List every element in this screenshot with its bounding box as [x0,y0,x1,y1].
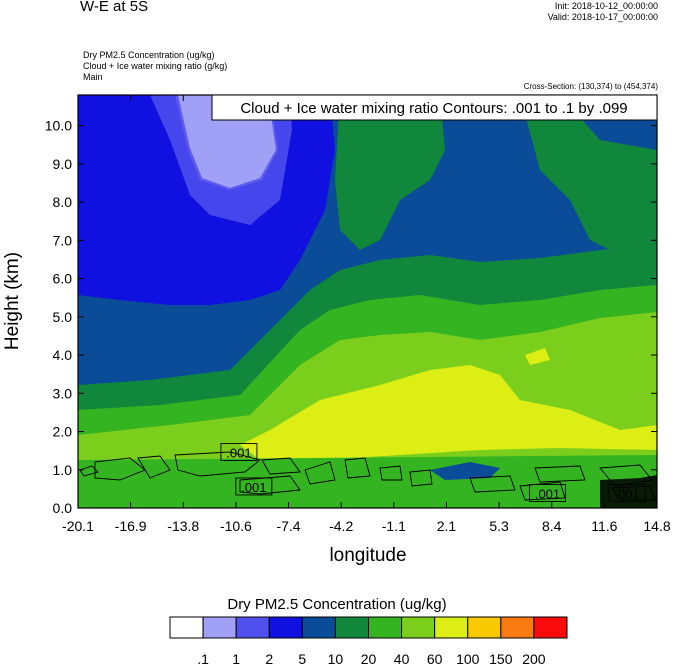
colorbar-label: 20 [361,651,377,667]
y-tick-label: 7.0 [53,232,73,248]
contour-label-box [235,477,273,496]
colorbar-swatch [301,616,336,639]
colorbar-label: 2 [265,651,273,667]
colorbar-swatch [368,616,403,639]
colorbar-label: 1 [232,651,240,667]
field-pm25: Dry PM2.5 Concentration (ug/kg) [83,50,215,60]
field-main: Main [83,72,103,82]
colorbar-label: .1 [197,651,209,667]
x-tick-label: 11.6 [591,518,617,534]
x-tick-label: -20.1 [62,518,94,534]
y-tick-label: 5.0 [53,309,73,325]
valid-time: Valid: 2018-10-17_00:00:00 [547,12,658,22]
colorbar: .1 1 2 5 10 20 40 60 100 150 200 [169,616,568,667]
x-tick-label: 2.1 [437,518,457,534]
colorbar-title: Dry PM2.5 Concentration (ug/kg) [227,596,447,613]
x-tick-label: -7.4 [276,518,300,534]
y-axis-title: Height (km) [2,252,23,350]
colorbar-swatch [169,616,204,639]
x-tick-label: -10.6 [220,518,252,534]
colorbar-label: 150 [489,651,513,667]
colorbar-swatch [467,616,502,639]
x-tick-label: -4.2 [329,518,353,534]
x-tick-label: 8.4 [542,518,562,534]
plot-title: W-E at 5S [80,0,149,15]
x-tick-label: -13.8 [167,518,199,534]
contour-label: .001 [614,486,639,501]
colorbar-swatch [268,616,303,639]
y-tick-label: 10.0 [45,118,72,134]
y-tick-label: 3.0 [53,385,73,401]
y-tick-label: 4.0 [53,347,73,363]
y-tick-label: 2.0 [53,424,73,440]
colorbar-label: 40 [394,651,410,667]
colorbar-label: 200 [522,651,546,667]
x-tick-label: 5.3 [489,518,509,534]
cross-section-label: Cross-Section: (130,374) to (454,374) [523,82,658,91]
x-tick-label: -1.1 [382,518,406,534]
y-tick-label: 8.0 [53,194,73,210]
y-tick-label: 1.0 [53,462,73,478]
colorbar-label: 100 [456,651,480,667]
field-cloud-ice: Cloud + Ice water mixing ratio (g/kg) [83,61,228,71]
field-list: Dry PM2.5 Concentration (ug/kg) Cloud + … [83,50,227,83]
contour-label-box [608,484,646,502]
colorbar-swatch [334,616,369,639]
contour-label: .001 [535,486,560,501]
x-tick-label: -16.9 [115,518,147,534]
colorbar-label: 5 [298,651,306,667]
contour-info-box [211,94,658,121]
contour-info-label: Cloud + Ice water mixing ratio Contours:… [240,100,627,117]
init-time: Init: 2018-10-12_00:00:00 [554,1,658,11]
colorbar-swatch [434,616,469,639]
colorbar-swatch [500,616,535,639]
contour-label-box [529,484,566,502]
colorbar-swatch [235,616,270,639]
time-info: Init: 2018-10-12_00:00:00 Valid: 2018-10… [548,1,658,23]
colorbar-label: 10 [328,651,344,667]
colorbar-swatch [401,616,436,639]
x-axis-title: longitude [329,545,406,566]
colorbar-swatch [533,616,568,639]
contour-label: .001 [226,446,251,461]
y-tick-label: 6.0 [53,271,73,287]
contour-label: .001 [241,480,266,495]
cloud-ice-contours [79,451,656,501]
concentration-field [78,95,657,508]
y-tick-label: 0.0 [53,500,73,516]
contour-label-box [220,443,258,462]
x-tick-label: 14.8 [643,518,670,534]
colorbar-label: 60 [427,651,443,667]
y-tick-label: 9.0 [53,156,73,172]
colorbar-swatch [202,616,237,639]
